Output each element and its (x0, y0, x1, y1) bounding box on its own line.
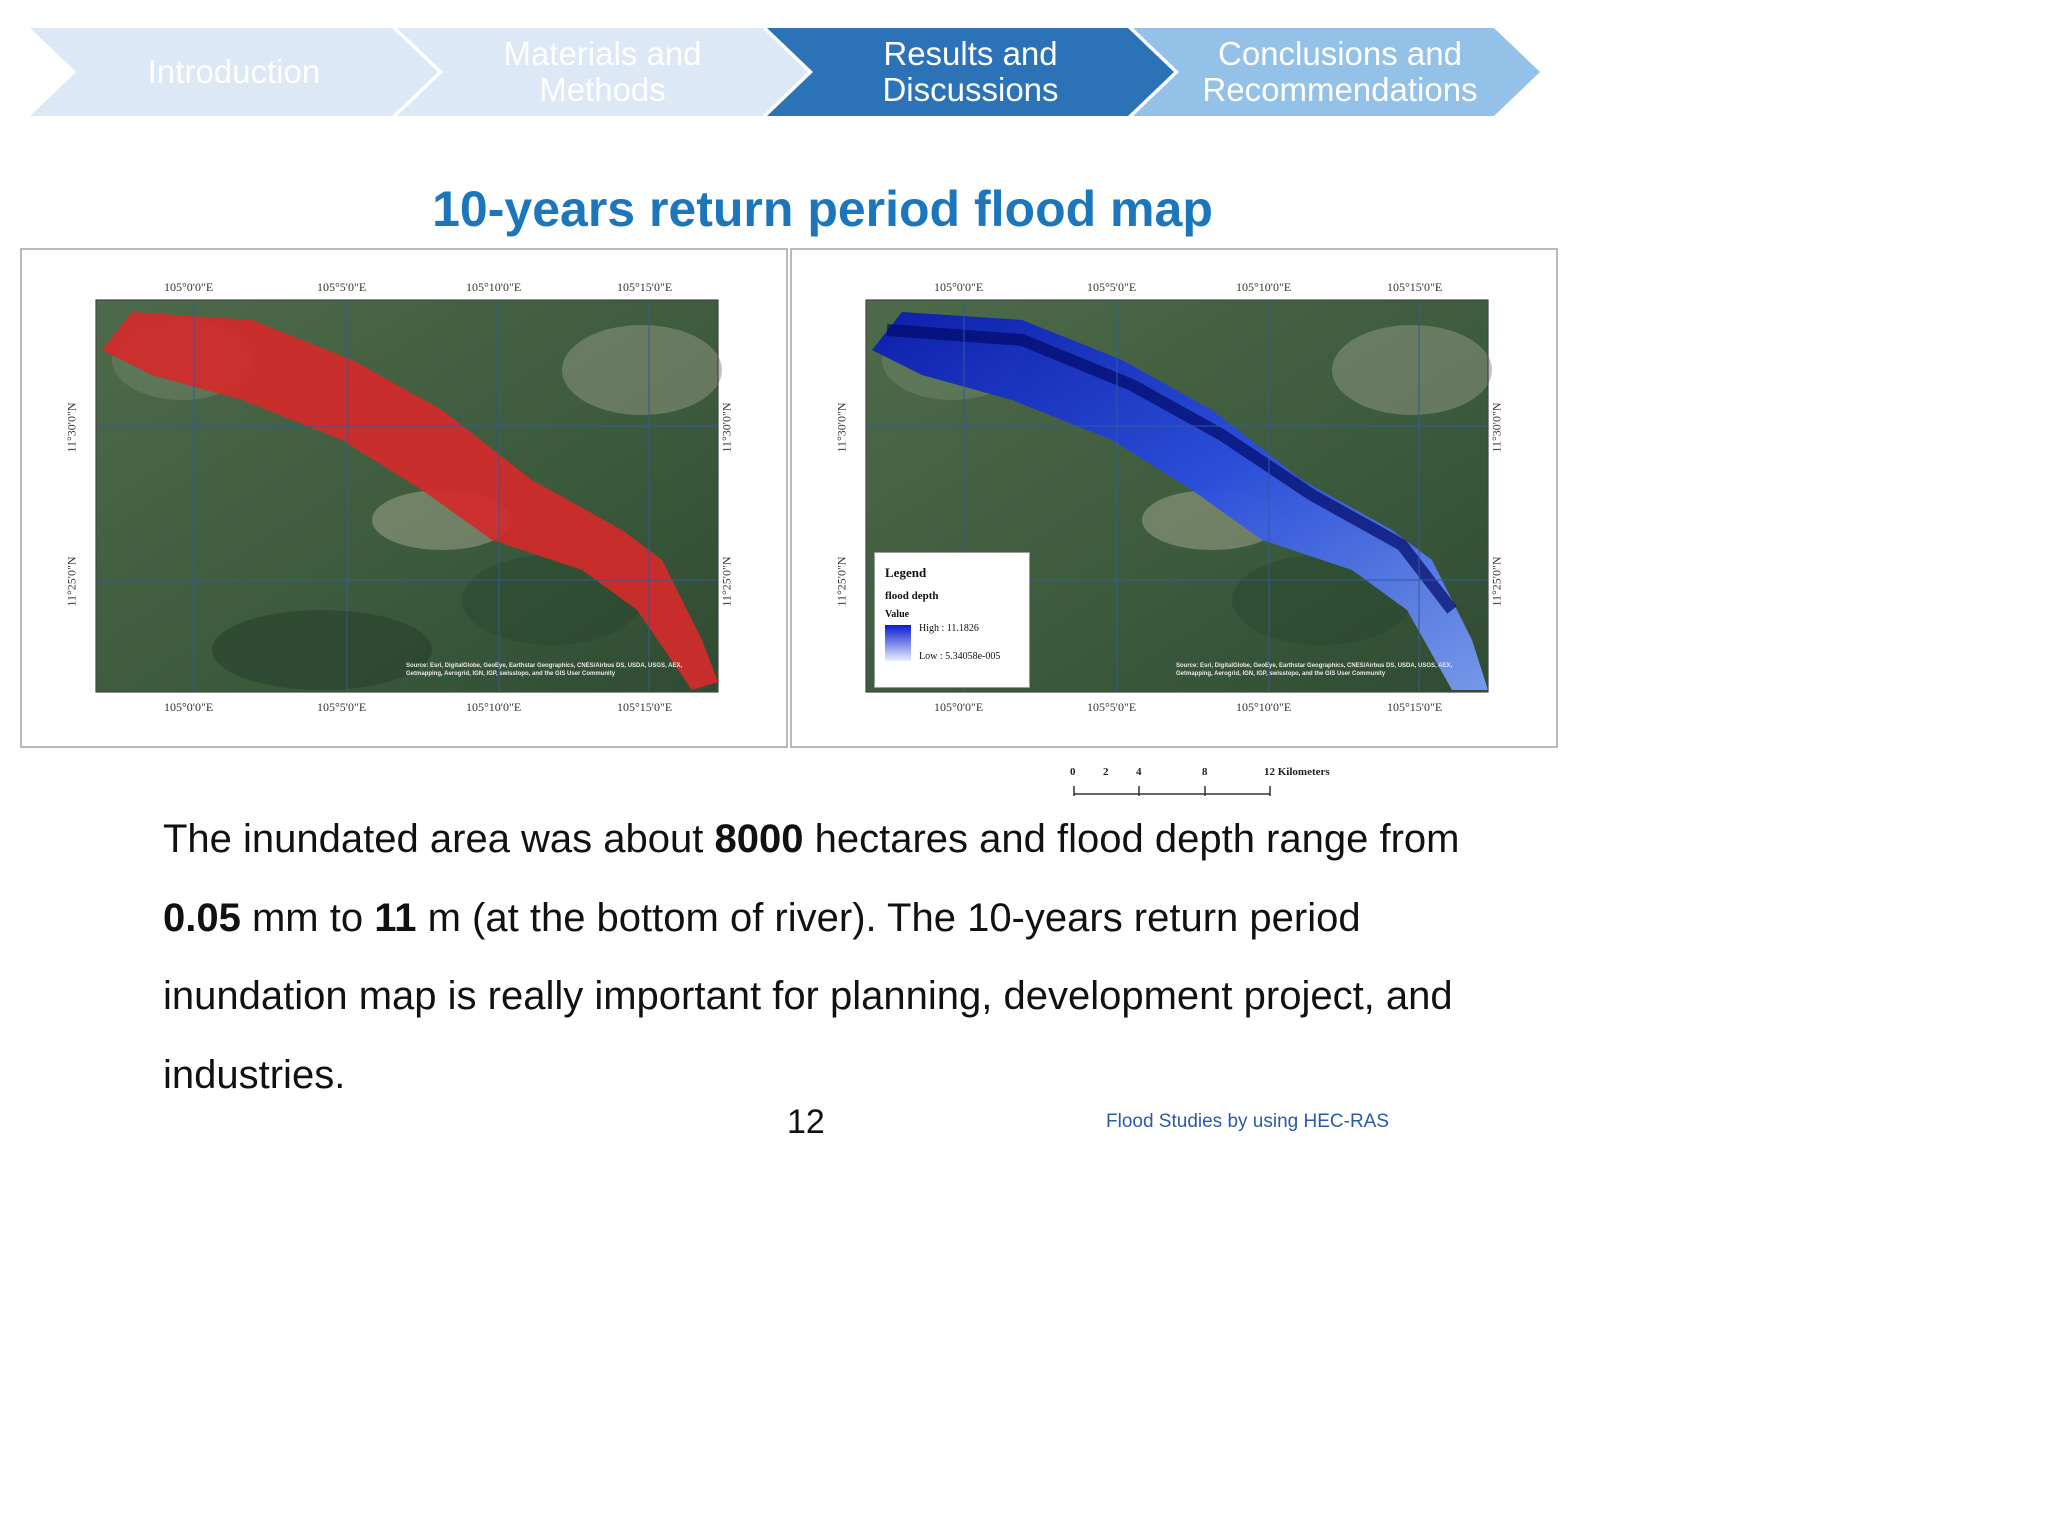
nav-chevron-conclusions (1133, 28, 1540, 116)
slide-title: 10-years return period flood map (432, 181, 1213, 237)
flood-extent-overlay (102, 312, 718, 690)
lon-tick-bottom: 105°0'0"E (164, 700, 214, 714)
nav-step-conclusions[interactable]: Conclusions and Recommendations (1202, 35, 1478, 108)
legend-high-value: High : 11.1826 (919, 623, 979, 634)
scale-bar: 0 2 4 8 12 Kilometers (1030, 762, 1370, 802)
scale-bar-label: 0 (1070, 766, 1076, 778)
basemap-patch (562, 325, 722, 415)
scale-bar-label: 2 (1103, 766, 1109, 778)
lon-tick-top: 105°0'0"E (164, 280, 214, 294)
lon-tick-top: 105°15'0"E (1387, 280, 1443, 294)
lon-tick-top: 105°10'0"E (466, 280, 522, 294)
inundated-area-value: 8000 (714, 817, 804, 861)
river-channel (886, 324, 1457, 614)
map-legend: Legend flood depth Value High : 11.1826 … (874, 552, 1030, 688)
lon-tick-bottom: 105°10'0"E (1236, 700, 1292, 714)
paragraph-text: The inundated area was about (163, 817, 715, 861)
legend-layer-name: flood depth (885, 590, 939, 602)
lon-tick-top: 105°10'0"E (1236, 280, 1292, 294)
lon-tick-top: 105°5'0"E (317, 280, 367, 294)
nav-step-materials-methods[interactable]: Materials and Methods (503, 35, 702, 108)
nav-chevron-results (767, 28, 1174, 116)
footer-caption: Flood Studies by using HEC-RAS (1106, 1111, 1390, 1132)
lon-tick-top: 105°15'0"E (617, 280, 673, 294)
nav-chevron-introduction (30, 28, 438, 116)
flood-depth-overlay (872, 312, 1488, 690)
max-depth-value: 11 (374, 895, 417, 940)
legend-low-value: Low : 5.34058e-005 (919, 651, 1001, 662)
lat-tick-right: 11°25'0"N (719, 556, 734, 607)
nav-chevron-materials (397, 28, 808, 116)
lon-tick-bottom: 105°15'0"E (617, 700, 673, 714)
legend-field-name: Value (885, 609, 910, 620)
paragraph-text: mm to (240, 895, 375, 940)
min-depth-value: 0.05 (163, 895, 241, 940)
body-paragraph: The inundated area was about 8000 hectar… (163, 800, 1513, 1114)
scale-bar-label: 12 Kilometers (1264, 766, 1330, 778)
lat-tick-right: 11°30'0"N (719, 402, 734, 453)
lat-tick-left: 11°30'0"N (834, 402, 849, 453)
map-frame (95, 299, 719, 693)
basemap-patch (212, 610, 432, 690)
lon-tick-bottom: 105°0'0"E (934, 700, 984, 714)
legend-color-ramp (885, 625, 911, 661)
flood-depth-map: 105°0'0"E 105°5'0"E 105°10'0"E 105°15'0"… (790, 248, 1558, 748)
paragraph-text: hectares and flood depth range from (803, 817, 1460, 861)
map-frame (865, 299, 1489, 693)
lat-tick-left: 11°25'0"N (834, 556, 849, 607)
page-number: 12 (787, 1103, 825, 1141)
lat-tick-left: 11°25'0"N (64, 556, 79, 607)
basemap-attribution: Source: Esri, DigitalGlobe, GeoEye, Eart… (1176, 663, 1453, 677)
lat-tick-right: 11°25'0"N (1489, 556, 1504, 607)
nav-step-introduction[interactable]: Introduction (147, 53, 321, 90)
scale-bar-graphic (1073, 786, 1271, 796)
legend-title: Legend (885, 565, 927, 580)
lon-tick-bottom: 105°5'0"E (317, 700, 367, 714)
basemap-patch (1332, 325, 1492, 415)
lat-tick-right: 11°30'0"N (1489, 402, 1504, 453)
scale-bar-label: 4 (1136, 766, 1142, 778)
progress-nav: Introduction Materials and Methods Resul… (0, 0, 1568, 140)
nav-step-results-discussions[interactable]: Results and Discussions (882, 35, 1059, 108)
basemap-attribution: Source: Esri, DigitalGlobe, GeoEye, Eart… (406, 663, 683, 677)
lon-tick-top: 105°0'0"E (934, 280, 984, 294)
scale-bar-label: 8 (1202, 766, 1208, 778)
lat-tick-left: 11°30'0"N (64, 402, 79, 453)
lon-tick-bottom: 105°10'0"E (466, 700, 522, 714)
lon-tick-bottom: 105°5'0"E (1087, 700, 1137, 714)
flood-extent-map-canvas (95, 299, 722, 693)
paragraph-text: m (at the bottom of river). The 10-years… (163, 895, 1453, 1097)
nav-chevrons (30, 28, 1540, 116)
lon-tick-top: 105°5'0"E (1087, 280, 1137, 294)
flood-extent-map: 105°0'0"E 105°5'0"E 105°10'0"E 105°15'0"… (20, 248, 788, 748)
lon-tick-bottom: 105°15'0"E (1387, 700, 1443, 714)
